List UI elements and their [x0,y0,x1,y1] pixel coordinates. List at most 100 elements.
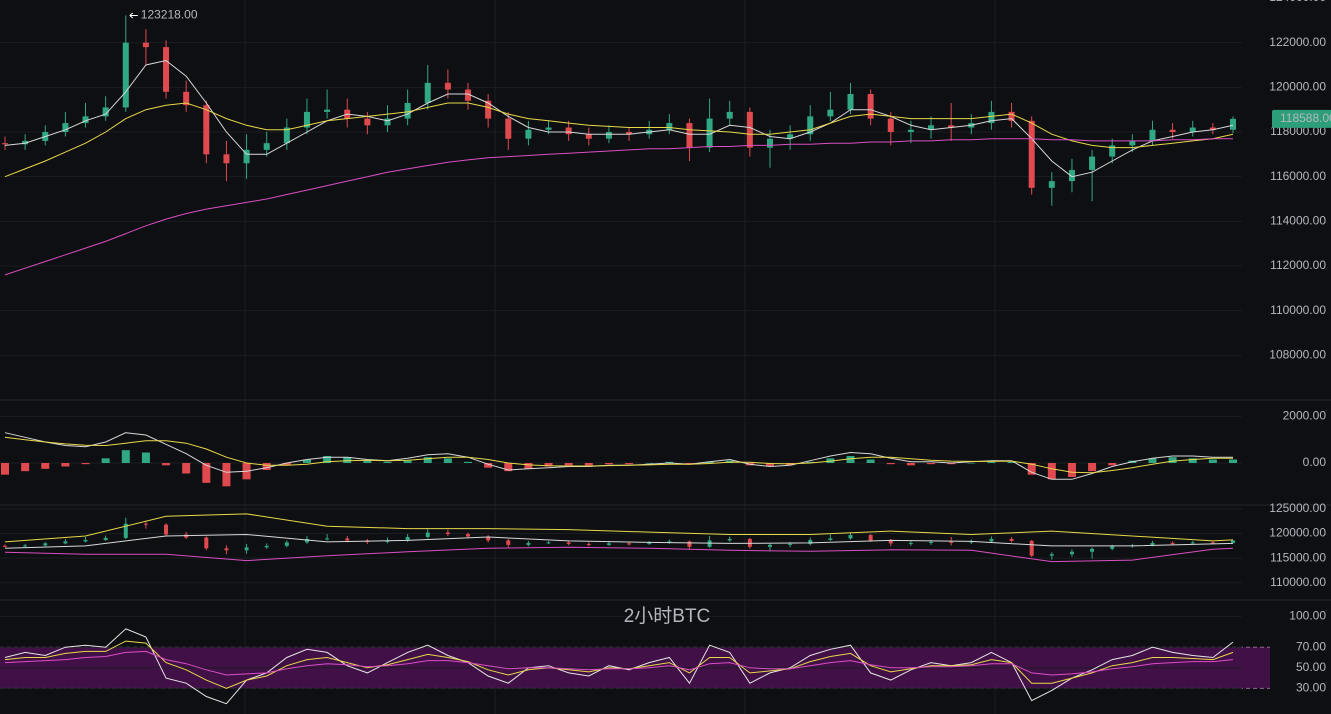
macd-bar [403,460,412,463]
candle-body [1231,540,1235,543]
macd-bar [806,461,815,463]
macd-bar [645,463,654,464]
candle-body [848,535,853,539]
y-tick-label: 110000.00 [1270,575,1326,589]
candle-body [868,535,873,541]
candle-body [63,541,68,544]
candle-body [727,538,732,541]
y-tick-label: 125000.00 [1269,501,1326,515]
candle-body [666,123,673,130]
candle-body [283,127,290,144]
macd-bar [1088,463,1097,472]
macd-bar [363,460,372,463]
candle-body [364,118,371,126]
candle-body [1009,538,1014,541]
candle-body [324,109,331,112]
candle-body [1089,156,1096,170]
candle-body [143,523,148,525]
macd-bar [464,461,473,463]
y-tick-label: 100.00 [1289,609,1326,623]
macd-bar [866,459,875,463]
y-tick-label: 116000.00 [1270,169,1326,183]
candle-body [505,118,512,139]
candle-body [444,82,451,90]
macd-bar [101,458,110,463]
macd-bar [202,463,211,483]
macd-bar [282,463,291,466]
macd-bar [1188,458,1197,463]
macd-bar [41,463,50,469]
macd-bar [61,463,70,467]
candle-body [606,543,611,545]
max-arrow [129,12,138,19]
candle-body [928,125,935,130]
macd-bar [1007,461,1016,463]
macd-bar [1168,457,1177,463]
macd-bar [604,463,613,465]
macd-bar [927,463,936,465]
line-series [4,650,1234,676]
candle-body [1150,542,1155,546]
candle-body [405,536,410,541]
candle-body [486,536,491,541]
candle-body [102,107,109,117]
macd-bar [443,458,452,463]
y-tick-label: 114000.00 [1270,214,1326,228]
candle-body [1230,118,1236,130]
macd-bar [625,463,634,465]
candle-body [164,524,169,535]
candle-body [988,111,995,124]
y-tick-label: 70.00 [1296,639,1326,653]
candle-body [867,94,874,119]
macd-bar [262,463,271,470]
macd-bar [584,463,593,466]
candle-body [243,149,250,164]
candle-body [304,538,309,543]
candle-body [284,542,289,546]
line-series [4,533,1234,549]
candle-body [969,541,974,543]
candle-body [686,123,693,148]
macd-bar [705,461,714,463]
candle-body [1210,542,1215,544]
candle-body [424,82,431,103]
candle-body [2,143,8,145]
candle-body [22,140,29,145]
candle-body [123,523,128,538]
candle-body [706,118,713,148]
y-tick-label: 108000.00 [1269,348,1326,362]
vertical-grid [244,0,996,714]
macd-bar [1047,463,1056,480]
macd-bar [665,461,674,463]
macd-bar [343,457,352,463]
y-tick-label: 122000.00 [1269,35,1326,49]
pane-separators [0,399,1331,601]
candle-body [565,127,572,135]
candle-body [163,47,170,92]
line-series [4,628,1234,705]
candle-body [203,105,210,155]
macd-bar [524,463,533,469]
macd-bar [1,463,9,475]
candle-body [828,538,833,540]
candle-body [62,123,69,132]
macd-bar [967,463,976,464]
candle-body [23,545,28,547]
candle-body [1090,548,1095,552]
candle-body [506,540,511,545]
candle-body [263,143,270,150]
y-tick-label: 120000.00 [1269,80,1326,94]
candle-body [1068,169,1075,182]
macd-bar [21,463,30,472]
candle-body [122,42,129,108]
candle-body [465,89,472,101]
candle-body [827,109,834,117]
y-tick-label: 112000.00 [1270,258,1326,272]
candle-body [1129,140,1136,146]
line-series [4,513,1234,543]
macd-bar [1229,459,1237,463]
macd-bar [81,463,90,465]
candle-body [989,538,994,542]
